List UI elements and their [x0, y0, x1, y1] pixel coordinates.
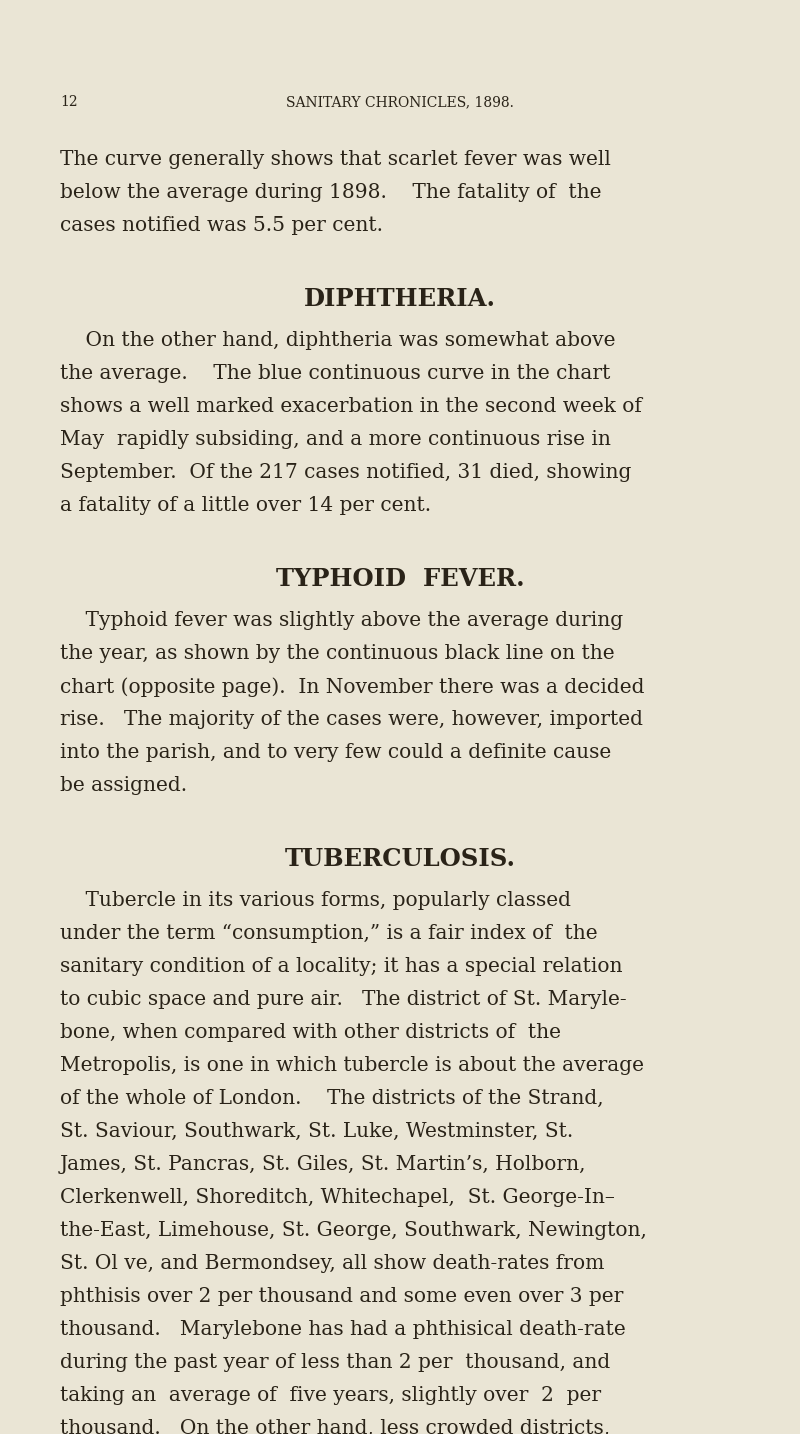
Text: SANITARY CHRONICLES, 1898.: SANITARY CHRONICLES, 1898.: [286, 95, 514, 109]
Text: to cubic space and pure air.   The district of St. Maryle-: to cubic space and pure air. The distric…: [60, 989, 626, 1010]
Text: DIPHTHERIA.: DIPHTHERIA.: [304, 287, 496, 311]
Text: Typhoid fever was slightly above the average during: Typhoid fever was slightly above the ave…: [60, 611, 623, 630]
Text: a fatality of a little over 14 per cent.: a fatality of a little over 14 per cent.: [60, 496, 431, 515]
Text: On the other hand, diphtheria was somewhat above: On the other hand, diphtheria was somewh…: [60, 331, 615, 350]
Text: under the term “consumption,” is a fair index of  the: under the term “consumption,” is a fair …: [60, 923, 598, 944]
Text: St. Saviour, Southwark, St. Luke, Westminster, St.: St. Saviour, Southwark, St. Luke, Westmi…: [60, 1121, 574, 1141]
Text: Metropolis, is one in which tubercle is about the average: Metropolis, is one in which tubercle is …: [60, 1055, 644, 1076]
Text: thousand.   On the other hand, less crowded districts,: thousand. On the other hand, less crowde…: [60, 1420, 610, 1434]
Text: Clerkenwell, Shoreditch, Whitechapel,  St. George-In–: Clerkenwell, Shoreditch, Whitechapel, St…: [60, 1187, 615, 1207]
Text: chart (opposite page).  In November there was a decided: chart (opposite page). In November there…: [60, 677, 645, 697]
Text: St. Ol ve, and Bermondsey, all show death-rates from: St. Ol ve, and Bermondsey, all show deat…: [60, 1253, 604, 1273]
Text: thousand.   Marylebone has had a phthisical death-rate: thousand. Marylebone has had a phthisica…: [60, 1321, 626, 1339]
Text: cases notified was 5.5 per cent.: cases notified was 5.5 per cent.: [60, 217, 383, 235]
Text: shows a well marked exacerbation in the second week of: shows a well marked exacerbation in the …: [60, 397, 642, 416]
Text: during the past year of less than 2 per  thousand, and: during the past year of less than 2 per …: [60, 1354, 610, 1372]
Text: the average.    The blue continuous curve in the chart: the average. The blue continuous curve i…: [60, 364, 610, 383]
Text: the year, as shown by the continuous black line on the: the year, as shown by the continuous bla…: [60, 644, 614, 663]
Text: into the parish, and to very few could a definite cause: into the parish, and to very few could a…: [60, 743, 611, 761]
Text: Tubercle in its various forms, popularly classed: Tubercle in its various forms, popularly…: [60, 891, 571, 911]
Text: below the average during 1898.    The fatality of  the: below the average during 1898. The fatal…: [60, 184, 602, 202]
Text: May  rapidly subsiding, and a more continuous rise in: May rapidly subsiding, and a more contin…: [60, 430, 611, 449]
Text: phthisis over 2 per thousand and some even over 3 per: phthisis over 2 per thousand and some ev…: [60, 1286, 623, 1306]
Text: of the whole of London.    The districts of the Strand,: of the whole of London. The districts of…: [60, 1088, 604, 1108]
Text: rise.   The majority of the cases were, however, imported: rise. The majority of the cases were, ho…: [60, 710, 643, 728]
Text: TUBERCULOSIS.: TUBERCULOSIS.: [285, 847, 515, 870]
Text: 12: 12: [60, 95, 78, 109]
Text: TYPHOID  FEVER.: TYPHOID FEVER.: [276, 566, 524, 591]
Text: be assigned.: be assigned.: [60, 776, 187, 794]
Text: James, St. Pancras, St. Giles, St. Martin’s, Holborn,: James, St. Pancras, St. Giles, St. Marti…: [60, 1154, 586, 1174]
Text: the-East, Limehouse, St. George, Southwark, Newington,: the-East, Limehouse, St. George, Southwa…: [60, 1220, 647, 1240]
Text: The curve generally shows that scarlet fever was well: The curve generally shows that scarlet f…: [60, 151, 611, 169]
Text: taking an  average of  five years, slightly over  2  per: taking an average of five years, slightl…: [60, 1387, 601, 1405]
Text: bone, when compared with other districts of  the: bone, when compared with other districts…: [60, 1022, 561, 1043]
Text: sanitary condition of a locality; it has a special relation: sanitary condition of a locality; it has…: [60, 956, 622, 977]
Text: September.  Of the 217 cases notified, 31 died, showing: September. Of the 217 cases notified, 31…: [60, 463, 631, 482]
